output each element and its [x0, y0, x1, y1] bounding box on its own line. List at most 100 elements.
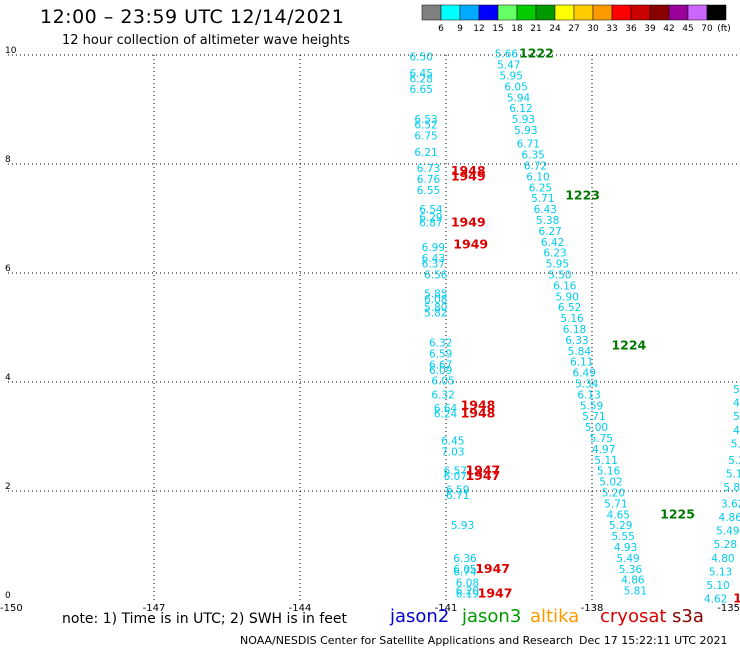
wave-height-value: 5.20 — [602, 487, 625, 499]
wave-height-value: 5.28 — [714, 539, 737, 551]
wave-height-value: 5.93 — [451, 520, 474, 532]
wave-height-value: 6.73 — [417, 163, 440, 175]
wave-height-value: 6.43 — [422, 253, 445, 265]
wave-height-value: 5.34 — [575, 378, 599, 390]
legend-swatch — [478, 4, 499, 21]
wave-height-value: 6.07 — [444, 471, 467, 483]
wave-height-value: 6.12 — [509, 103, 532, 115]
wave-height-value: 6.28 — [410, 73, 433, 85]
legend-bin-label: 45 — [682, 24, 693, 34]
legend-swatch — [687, 4, 708, 21]
longitude-tick-label: -135 — [717, 603, 740, 614]
legend-bin-label: 9 — [457, 24, 463, 34]
satellite-jason2: jason2 — [390, 606, 450, 627]
wave-height-value: 5.38 — [536, 215, 559, 227]
latitude-tick-label: 8 — [5, 155, 11, 165]
wave-height-value: 6.33 — [565, 335, 588, 347]
legend-swatch — [668, 4, 689, 21]
wave-height-value: 5.11 — [594, 455, 617, 467]
wave-height-value: 6.45 — [410, 68, 433, 80]
legend-bin-label: 24 — [549, 24, 561, 34]
wave-height-value: 4.68 — [733, 398, 740, 410]
legend-bin-label: 36 — [625, 24, 637, 34]
map-subtitle: 12 hour collection of altimeter wave hei… — [62, 33, 350, 48]
latitude-tick-label: 4 — [5, 373, 11, 383]
map-title: 12:00 – 23:59 UTC 12/14/2021 — [40, 6, 345, 28]
wave-height-value: 6.42 — [541, 237, 564, 249]
wave-height-value: 5.80 — [424, 302, 447, 314]
pass-time-label: 1225 — [660, 506, 695, 521]
wave-height-value: 6.55 — [417, 185, 440, 197]
note-text: note: 1) Time is in UTC; 2) SWH is in fe… — [62, 611, 348, 627]
wave-height-value: 5.16 — [560, 313, 584, 325]
legend-swatch — [630, 4, 651, 21]
wave-height-value: 6.20 — [456, 586, 479, 598]
wave-height-value: 6.76 — [417, 174, 441, 186]
wave-height-value: 5.23 — [733, 411, 740, 423]
legend-bin-label: 27 — [568, 24, 579, 34]
legend-bin-label: 70 — [701, 24, 713, 34]
wave-height-value: 6.16 — [553, 280, 577, 292]
wave-height-value: 5.95 — [546, 259, 569, 271]
longitude-tick-label: -138 — [581, 603, 604, 614]
latitude-tick-label: 0 — [5, 591, 11, 601]
wave-height-value: 5.71 — [582, 411, 605, 423]
wave-height-value: 6.43 — [534, 204, 557, 216]
generated-timestamp: Dec 17 15:22:11 UTC 2021 — [579, 634, 728, 647]
wave-height-value: 6.45 — [441, 436, 464, 448]
legend-bin-label: 18 — [511, 24, 523, 34]
wave-height-value: 5.49 — [716, 526, 739, 538]
grid-lines — [8, 54, 740, 600]
wave-height-value: 6.87 — [419, 218, 442, 230]
longitude-tick-label: -141 — [435, 603, 458, 614]
latitude-tick-label: 10 — [5, 46, 17, 56]
wave-height-value: 5.55 — [611, 531, 634, 543]
wave-height-value: 6.65 — [410, 84, 433, 96]
wave-height-value: 6.52 — [414, 120, 437, 132]
wave-height-value: 6.59 — [429, 348, 452, 360]
wave-height-value: 6.25 — [529, 182, 552, 194]
wave-height-value: 5.93 — [514, 125, 537, 137]
wave-height-value: 6.35 — [521, 150, 544, 162]
wave-height-value: 6.24 — [434, 408, 458, 420]
wave-height-value: 3.62 — [721, 498, 740, 510]
wave-height-value: 6.49 — [573, 368, 596, 380]
legend-swatch — [497, 4, 518, 21]
wave-height-value: 6.10 — [526, 171, 549, 183]
longitude-ticks: -150 -147 -144 -141 -138 -135 — [0, 603, 740, 614]
satellite-s3a: s3a — [672, 606, 704, 627]
wave-height-value: 5.66 — [495, 49, 519, 61]
pass-time-label: 1948 — [461, 405, 496, 420]
wave-height-value: 4.53 — [733, 425, 740, 437]
wave-height-value: 6.71 — [446, 490, 469, 502]
legend-bin-label: 6 — [438, 24, 444, 34]
wave-height-value: 5.11 — [726, 468, 740, 480]
wave-height-value: 6.23 — [543, 248, 566, 260]
pass-time-label: 1947 — [478, 585, 513, 600]
wave-height-value: 6.67 — [429, 359, 452, 371]
wave-height-value: 6.08 — [456, 577, 479, 589]
wave-height-value: 6.05 — [504, 81, 527, 93]
legend-swatch — [592, 4, 613, 21]
wave-height-value: 5.40 — [731, 438, 740, 450]
wave-height-value: 4.62 — [704, 594, 727, 606]
wave-height-value: 4.80 — [711, 553, 734, 565]
wave-height-value: 6.18 — [563, 324, 586, 336]
wave-height-value: 5.29 — [609, 520, 632, 532]
wave-height-value: 4.93 — [614, 542, 637, 554]
satellite-altika: altika — [530, 606, 580, 627]
wave-height-value: 5.36 — [619, 564, 643, 576]
legend-unit: (ft) — [717, 24, 731, 34]
wave-height-value: 6.32 — [429, 338, 452, 350]
wave-height-value: 5.89 — [723, 482, 740, 494]
pass-time-label: 1949 — [453, 236, 488, 251]
wave-height-value: 6.50 — [410, 51, 433, 63]
legend-swatch — [459, 4, 480, 21]
wave-height-value: 5.81 — [624, 586, 647, 598]
wave-height-value: 5.95 — [500, 71, 523, 83]
wave-height-value: 5.49 — [616, 553, 639, 565]
pass-time-label: 1948 — [461, 397, 496, 412]
wave-height-value: 5.59 — [580, 400, 603, 412]
legend-swatch — [706, 4, 727, 21]
wave-height-value: 6.59 — [446, 485, 469, 497]
